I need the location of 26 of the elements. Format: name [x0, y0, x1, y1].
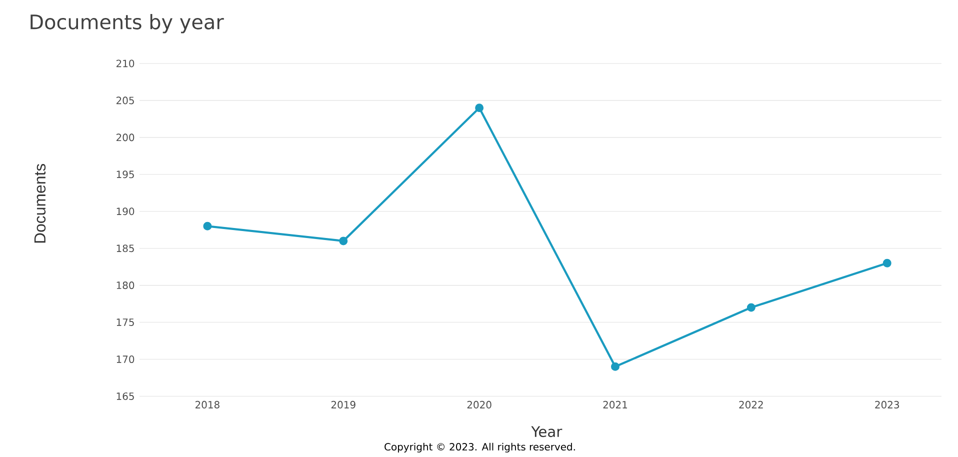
point: [475, 104, 484, 112]
point: [339, 236, 348, 246]
chart-title: Documents by year: [30, 14, 224, 34]
y-tick-label: 205: [116, 96, 134, 104]
y-tick-label: 170: [116, 355, 134, 364]
x-tick-label: 2019: [331, 400, 356, 408]
x-tick-label: 2018: [196, 400, 220, 408]
point: [610, 362, 620, 371]
y-axis-title: Documents: [34, 164, 46, 243]
point: [882, 258, 892, 268]
y-tick-label: 200: [116, 134, 134, 142]
y-tick-label: 190: [116, 208, 134, 216]
y-tick-label: 195: [116, 170, 134, 178]
x-tick-label: 2021: [603, 400, 627, 408]
text: Copyright © 2023. All rights reserved.: [384, 442, 575, 452]
x-tick-label: 2023: [875, 400, 899, 408]
point: [203, 222, 212, 230]
y-tick-label: 165: [116, 392, 134, 400]
y-tick-label: 175: [116, 318, 134, 326]
x-tick-label: 2020: [467, 400, 492, 408]
y-tick-label: 180: [116, 282, 134, 290]
y-tick-label: 210: [116, 60, 134, 68]
y-tick-label: 185: [116, 244, 134, 252]
point: [746, 303, 756, 312]
x-tick-label: 2022: [739, 400, 763, 408]
x-axis-title: Year: [531, 426, 562, 438]
